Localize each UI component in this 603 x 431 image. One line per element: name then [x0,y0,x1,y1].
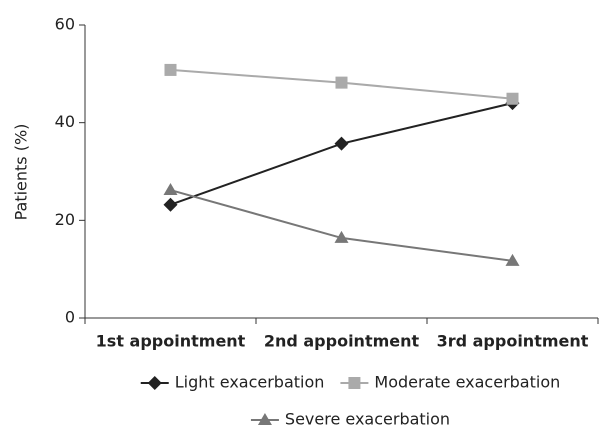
data-point [335,76,348,89]
y-tick-label: 40 [55,112,75,131]
x-tick-label: 2nd appointment [264,332,420,351]
x-tick-label: 1st appointment [96,332,246,351]
y-tick-label: 20 [55,210,75,229]
data-point [163,197,178,212]
y-axis-label: Patients (%) [12,124,31,221]
x-tick-label: 3rd appointment [437,332,589,351]
data-point [334,230,349,243]
data-point [506,92,519,105]
series-line [170,102,513,206]
data-point [505,253,520,266]
data-point [334,136,349,151]
y-tick-label: 0 [65,308,75,327]
legend-label: Moderate exacerbation [374,373,560,392]
data-point [164,63,177,76]
legend-label: Light exacerbation [175,373,325,392]
legend-marker [257,413,272,425]
legend-marker [147,376,162,390]
data-point [163,183,178,196]
series-line [170,189,513,262]
legend-label: Severe exacerbation [285,410,450,429]
y-tick-label: 60 [55,15,75,34]
legend-marker [348,377,361,389]
